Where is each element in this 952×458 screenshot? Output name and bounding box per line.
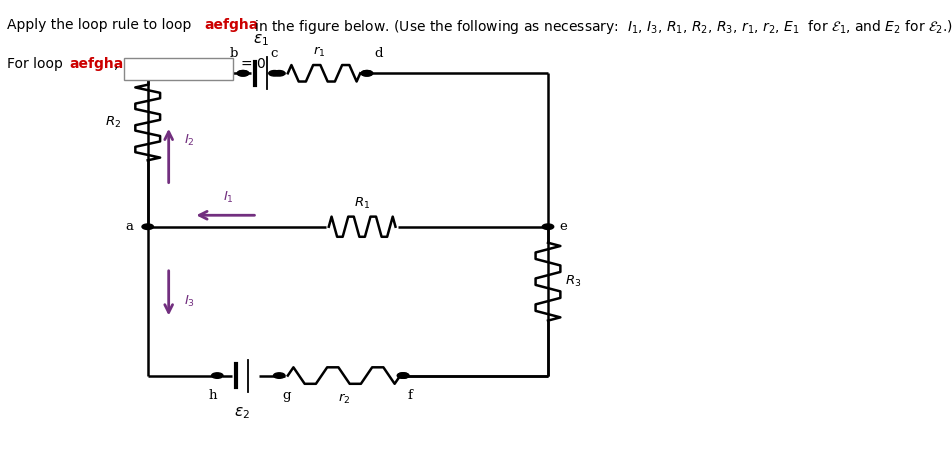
Circle shape bbox=[361, 71, 372, 76]
Text: = 0: = 0 bbox=[241, 57, 266, 71]
Text: d: d bbox=[374, 48, 382, 60]
Text: ,: , bbox=[114, 57, 119, 71]
Text: h: h bbox=[208, 389, 216, 402]
FancyBboxPatch shape bbox=[124, 58, 233, 80]
Text: aefgha: aefgha bbox=[204, 18, 258, 33]
Text: f: f bbox=[407, 389, 412, 402]
Text: e: e bbox=[559, 220, 566, 233]
Text: aefgha: aefgha bbox=[69, 57, 124, 71]
Circle shape bbox=[273, 71, 285, 76]
Text: g: g bbox=[283, 389, 290, 402]
Text: $\varepsilon_2$: $\varepsilon_2$ bbox=[234, 405, 249, 421]
Text: in the figure below. (Use the following as necessary:  $I_1$, $I_3$, $R_1$, $R_2: in the figure below. (Use the following … bbox=[249, 18, 952, 36]
Text: $I_1$: $I_1$ bbox=[223, 190, 234, 205]
Text: $I_2$: $I_2$ bbox=[184, 133, 194, 148]
Circle shape bbox=[142, 224, 153, 229]
Circle shape bbox=[397, 373, 408, 378]
Text: $R_1$: $R_1$ bbox=[353, 196, 370, 211]
Circle shape bbox=[273, 373, 285, 378]
Text: $\varepsilon_1$: $\varepsilon_1$ bbox=[253, 33, 268, 48]
Circle shape bbox=[542, 224, 553, 229]
Circle shape bbox=[361, 71, 372, 76]
Text: $r_1$: $r_1$ bbox=[312, 44, 326, 59]
Text: Apply the loop rule to loop: Apply the loop rule to loop bbox=[7, 18, 195, 33]
Circle shape bbox=[237, 71, 248, 76]
Text: a: a bbox=[126, 220, 133, 233]
Text: For loop: For loop bbox=[7, 57, 67, 71]
Text: c: c bbox=[270, 48, 278, 60]
Text: $r_2$: $r_2$ bbox=[338, 392, 349, 406]
Text: b: b bbox=[229, 48, 237, 60]
Circle shape bbox=[397, 373, 408, 378]
Circle shape bbox=[237, 71, 248, 76]
Circle shape bbox=[268, 71, 280, 76]
Text: $R_3$: $R_3$ bbox=[565, 274, 581, 289]
Text: $R_2$: $R_2$ bbox=[105, 115, 121, 130]
Circle shape bbox=[211, 373, 223, 378]
Text: $I_3$: $I_3$ bbox=[184, 294, 195, 309]
